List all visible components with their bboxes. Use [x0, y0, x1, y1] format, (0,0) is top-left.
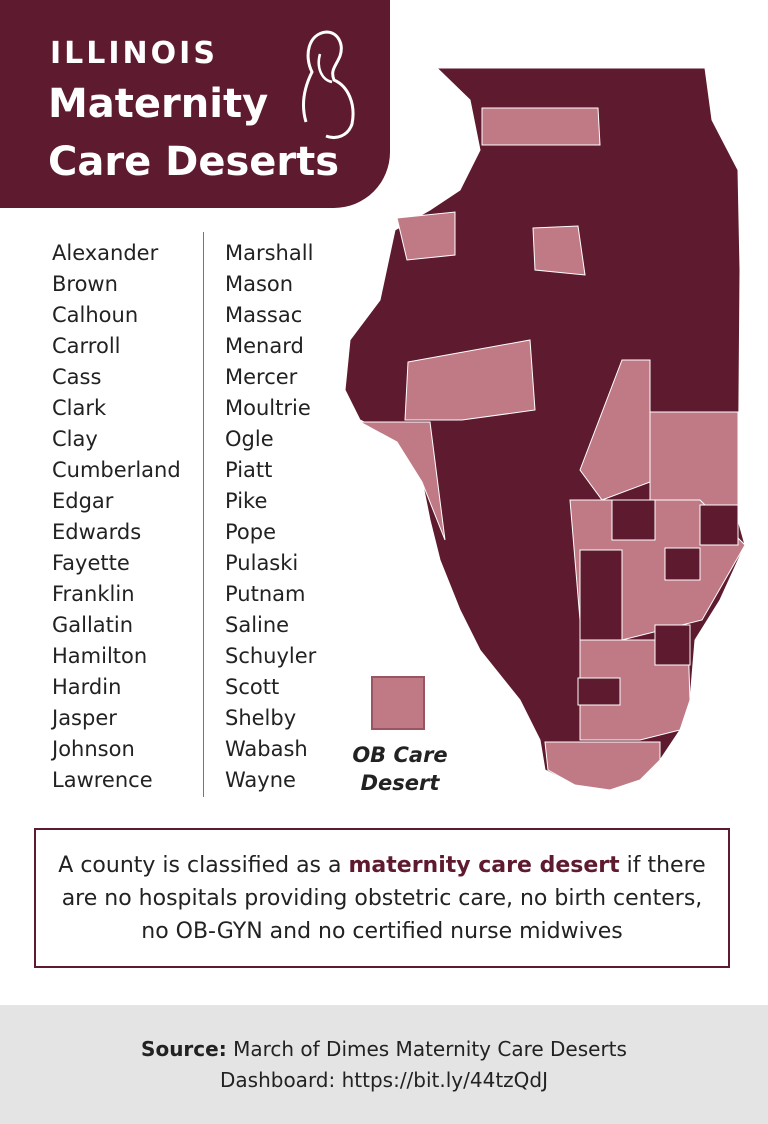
title: Maternity: [48, 81, 269, 127]
county-name: Gallatin: [52, 613, 134, 637]
county-name: Johnson: [52, 737, 135, 761]
county-name: Fayette: [52, 551, 130, 575]
definition-text: A county is classified as a maternity ca…: [57, 849, 707, 948]
county-name: Pope: [225, 520, 277, 544]
county-name: Franklin: [52, 582, 135, 606]
county-name: Piatt: [225, 458, 273, 482]
county-name: Calhoun: [52, 303, 139, 327]
county-name: Shelby: [225, 706, 297, 730]
definition-text: A county is classified as a: [58, 852, 342, 878]
county-name: Clark: [52, 396, 107, 420]
state-name: ILLINOIS: [50, 36, 218, 71]
definition-box: A county is classified as a maternity ca…: [34, 828, 730, 968]
county-name: Menard: [225, 334, 304, 358]
county-name: Massac: [225, 303, 303, 327]
county-name: Cumberland: [52, 458, 181, 482]
mother-icon: [302, 30, 355, 139]
county-name: Carroll: [52, 334, 121, 358]
definition-text: if there are no hospitals providing obst…: [61, 852, 706, 944]
title: Care Deserts: [48, 139, 340, 185]
county-name: Scott: [225, 675, 280, 699]
source-body: March of Dimes Maternity Care Deserts Da…: [220, 1036, 627, 1092]
county-name: Mercer: [225, 365, 298, 389]
county-list: Marshall Mason Massac Menard Mercer Moultrie O…: [225, 238, 316, 796]
legend-swatch: [371, 676, 425, 730]
definition-highlight: maternity care desert: [348, 852, 620, 878]
county-name: Hamilton: [52, 644, 148, 668]
header-banner: ILLINOIS Maternity Care Deserts: [0, 0, 390, 208]
county-name: Saline: [225, 613, 290, 637]
county-name: Lawrence: [52, 768, 153, 792]
county-name: Edwards: [52, 520, 142, 544]
non-desert-counties: [577, 499, 739, 706]
county-name: Schuyler: [225, 644, 317, 668]
county-name: Mason: [225, 272, 294, 296]
county-name: Ogle: [225, 427, 274, 451]
county-name: Edgar: [52, 489, 114, 513]
legend-label: OB Care Desert: [340, 741, 460, 797]
county-name: Pike: [225, 489, 268, 513]
legend-text: OB Care: [352, 743, 448, 767]
legend-text: Desert: [360, 771, 440, 795]
county-name: Hardin: [52, 675, 122, 699]
county-name: Wabash: [225, 737, 308, 761]
county-name: Alexander: [52, 241, 159, 265]
county-name: Wayne: [225, 768, 296, 792]
county-name: Moultrie: [225, 396, 311, 420]
divider: [203, 232, 204, 797]
county-name: Pulaski: [225, 551, 299, 575]
county-name: Putnam: [225, 582, 306, 606]
county-name: Marshall: [225, 241, 314, 265]
county-name: Cass: [52, 365, 102, 389]
source-label: Source:: [141, 1036, 227, 1061]
county-list: Alexander Brown Calhoun Carroll Cass Clark Cla…: [52, 238, 181, 796]
source-band: Source: March of Dimes Maternity Care De…: [0, 1005, 768, 1124]
source-text: Source: March of Dimes Maternity Care De…: [134, 1034, 634, 1096]
illinois-map: [344, 67, 746, 791]
county-name: Jasper: [52, 706, 117, 730]
county-name: Brown: [52, 272, 118, 296]
county-name: Clay: [52, 427, 98, 451]
